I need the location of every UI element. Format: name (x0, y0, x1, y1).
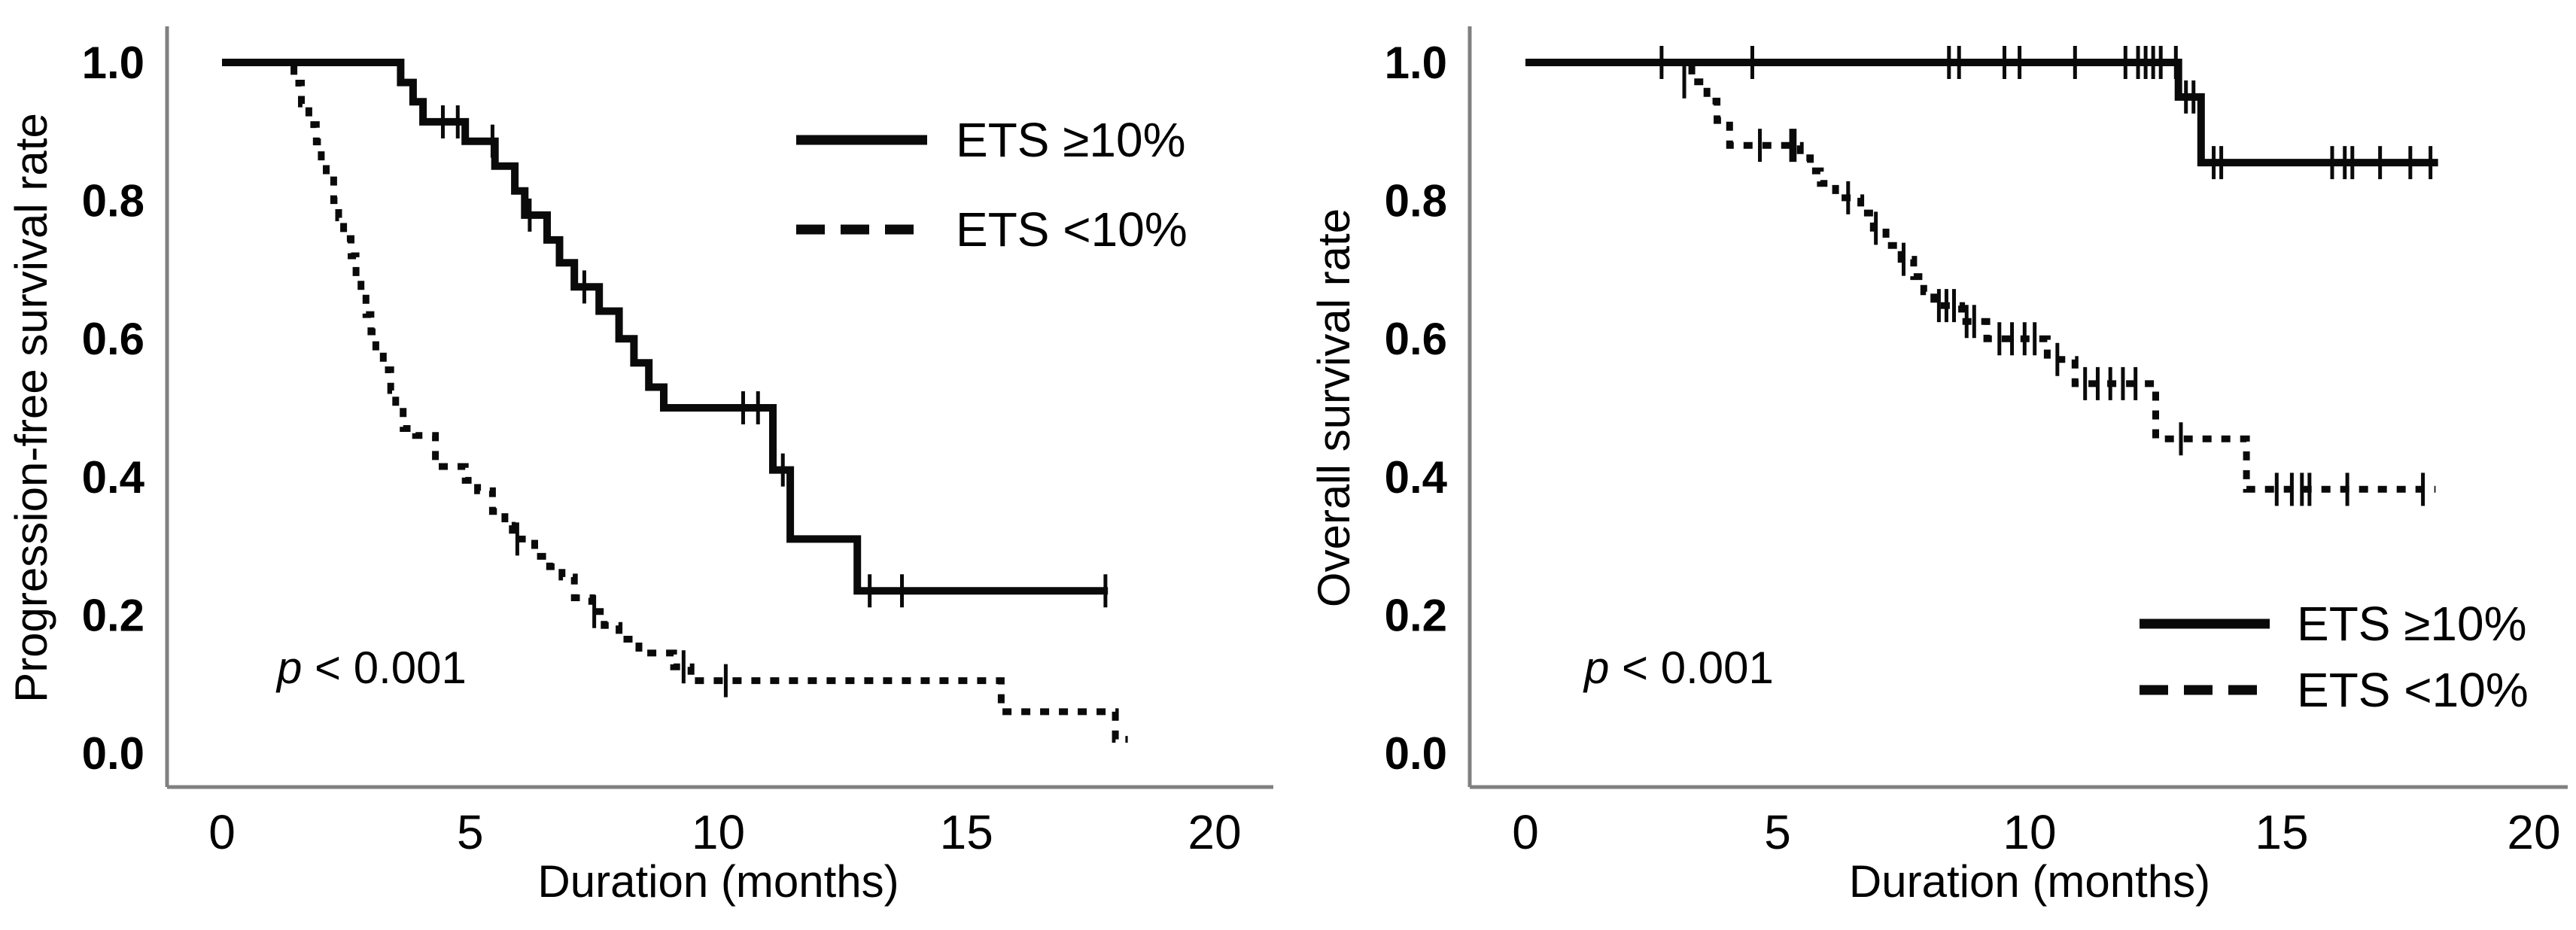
y-tick-label: 0.2 (82, 590, 144, 640)
x-tick-label: 20 (2507, 805, 2560, 859)
os-chart: 1.0 0.8 0.6 0.4 0.2 0.0 0 5 10 15 20 Overall surviv… (1309, 26, 2568, 907)
y-tick-label: 0.6 (82, 314, 144, 364)
x-tick-label: 5 (1764, 805, 1791, 859)
y-tick-label: 0.4 (1385, 452, 1448, 503)
y-tick-label: 0.8 (82, 176, 144, 226)
y-axis-title: Overall survival rate (1309, 208, 1359, 607)
y-tick-label: 1.0 (82, 38, 144, 88)
x-tick-label: 0 (208, 805, 236, 859)
x-tick-label: 0 (1512, 805, 1539, 859)
legend-label: ETS ≥10% (956, 113, 1185, 167)
y-tick-label: 0.6 (1385, 314, 1447, 364)
legend-label: ETS ≥10% (2297, 597, 2526, 651)
y-axis-title: Progression-free survival rate (6, 113, 56, 703)
y-tick-label: 0.4 (82, 452, 145, 503)
y-tick-label: 0.0 (1385, 728, 1447, 779)
pfs-chart: 1.0 0.8 0.6 0.4 0.2 0.0 0 5 10 15 20 Progression-fr… (6, 26, 1273, 907)
y-tick-label: 0.0 (82, 728, 144, 779)
p-value-annotation: p < 0.001 (1583, 643, 1774, 693)
legend-label: ETS <10% (2297, 663, 2529, 717)
y-tick-label: 1.0 (1385, 38, 1447, 88)
x-tick-label: 15 (940, 805, 993, 859)
x-axis-title: Duration (months) (537, 856, 899, 907)
y-tick-label: 0.2 (1385, 590, 1447, 640)
x-tick-label: 5 (457, 805, 484, 859)
ets-ge10-curve (222, 59, 1109, 595)
x-tick-label: 10 (692, 805, 745, 859)
p-value-annotation: p < 0.001 (275, 643, 467, 693)
x-tick-label: 15 (2255, 805, 2308, 859)
legend: ETS ≥10% ETS <10% (2140, 597, 2529, 717)
ets-lt10-curve (222, 59, 1128, 743)
x-axis-title: Duration (months) (1849, 856, 2210, 907)
legend-label: ETS <10% (956, 202, 1188, 257)
ets-ge10-censor-marks (440, 105, 1108, 608)
ets-ge10-curve (1525, 59, 2438, 167)
ets-lt10-censor-marks (1682, 65, 2425, 506)
ets-lt10-curve (1525, 59, 2436, 493)
x-tick-label: 20 (1188, 805, 1241, 859)
y-tick-label: 0.8 (1385, 176, 1447, 226)
legend: ETS ≥10% ETS <10% (796, 113, 1188, 257)
ets-lt10-censor-marks (515, 522, 728, 698)
x-tick-label: 10 (2003, 805, 2056, 859)
